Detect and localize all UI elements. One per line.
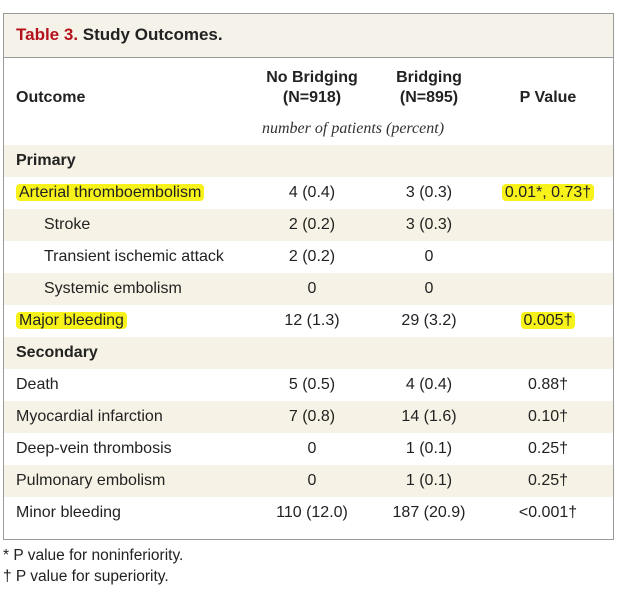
bridging-value: 4 (0.4) — [405, 376, 453, 393]
no-bridging-value: 4 (0.4) — [288, 184, 336, 201]
row-label: Minor bleeding — [16, 504, 121, 521]
column-header-bridging-name: Bridging — [396, 69, 462, 86]
column-header-outcome: Outcome — [16, 89, 86, 106]
row-label: Death — [16, 376, 59, 393]
highlighted-label: Arterial thromboembolism — [16, 184, 205, 201]
p-value: <0.001† — [518, 504, 578, 521]
no-bridging-value: 110 (12.0) — [276, 504, 348, 521]
table-row-section-primary: Primary — [4, 145, 613, 177]
column-header-bridging: Bridging (N=895) — [369, 68, 489, 108]
units-caption: number of patients (percent) — [262, 120, 445, 137]
table-row: Stroke 2 (0.2) 3 (0.3) — [4, 209, 613, 241]
row-label: Pulmonary embolism — [16, 472, 166, 489]
column-header-p-value: P Value — [519, 89, 577, 106]
row-label: Deep-vein thrombosis — [16, 440, 172, 457]
bridging-value: 1 (0.1) — [405, 472, 453, 489]
table-row: Pulmonary embolism 0 1 (0.1) 0.25† — [4, 465, 613, 497]
highlighted-p-value: 0.005† — [520, 312, 576, 329]
no-bridging-value: 5 (0.5) — [288, 376, 336, 393]
highlighted-p-value: 0.01*, 0.73† — [501, 184, 595, 201]
row-label: Systemic embolism — [44, 280, 182, 297]
bridging-value: 3 (0.3) — [405, 184, 453, 201]
bridging-value: 1 (0.1) — [405, 440, 453, 457]
column-header-no-bridging: No Bridging (N=918) — [252, 68, 372, 108]
p-value: 0.25† — [527, 472, 569, 489]
bridging-value: 3 (0.3) — [405, 216, 453, 233]
table-row: Arterial thromboembolism 4 (0.4) 3 (0.3)… — [4, 177, 613, 209]
p-value: 0.25† — [527, 440, 569, 457]
table-title-text: Study Outcomes. — [82, 25, 223, 44]
highlighted-label: Major bleeding — [16, 312, 127, 329]
row-label: Myocardial infarction — [16, 408, 163, 425]
no-bridging-value: 2 (0.2) — [288, 216, 336, 233]
table-title: Table 3. Study Outcomes. — [16, 25, 223, 45]
bridging-value: 0 — [424, 280, 434, 297]
column-header-no-bridging-n: (N=918) — [282, 89, 342, 106]
bridging-value: 14 (1.6) — [401, 408, 457, 425]
row-label: Transient ischemic attack — [44, 248, 224, 265]
bridging-value: 187 (20.9) — [392, 504, 466, 521]
bridging-value: 0 — [424, 248, 434, 265]
table-row: Transient ischemic attack 2 (0.2) 0 — [4, 241, 613, 273]
table-row: Minor bleeding 110 (12.0) 187 (20.9) <0.… — [4, 497, 613, 529]
no-bridging-value: 12 (1.3) — [284, 312, 340, 329]
study-outcomes-table: Table 3. Study Outcomes. Outcome No Brid… — [3, 13, 614, 540]
footnotes: * P value for noninferiority. † P value … — [3, 545, 183, 587]
no-bridging-value: 0 — [307, 280, 317, 297]
p-value: 0.10† — [527, 408, 569, 425]
table-row: Myocardial infarction 7 (0.8) 14 (1.6) 0… — [4, 401, 613, 433]
row-label: Secondary — [16, 344, 98, 361]
no-bridging-value: 0 — [307, 440, 317, 457]
no-bridging-value: 7 (0.8) — [288, 408, 336, 425]
column-header-no-bridging-name: No Bridging — [266, 69, 358, 86]
table-title-number: Table 3. — [16, 25, 79, 44]
row-label: Arterial thromboembolism — [16, 183, 205, 203]
row-label: Major bleeding — [16, 311, 127, 331]
footnote-noninferiority: * P value for noninferiority. — [3, 547, 184, 564]
no-bridging-value: 2 (0.2) — [288, 248, 336, 265]
table-row-section-secondary: Secondary — [4, 337, 613, 369]
p-value: 0.005† — [488, 311, 608, 331]
p-value: 0.88† — [527, 376, 569, 393]
no-bridging-value: 0 — [307, 472, 317, 489]
row-label: Stroke — [44, 216, 91, 233]
table-row: Systemic embolism 0 0 — [4, 273, 613, 305]
table-row: Death 5 (0.5) 4 (0.4) 0.88† — [4, 369, 613, 401]
footnote-superiority: † P value for superiority. — [3, 568, 169, 585]
table-title-bar: Table 3. Study Outcomes. — [4, 14, 613, 58]
column-header-bridging-n: (N=895) — [399, 89, 459, 106]
table-row: Major bleeding 12 (1.3) 29 (3.2) 0.005† — [4, 305, 613, 337]
p-value: 0.01*, 0.73† — [488, 183, 608, 203]
row-label: Primary — [16, 152, 76, 169]
bridging-value: 29 (3.2) — [401, 312, 457, 329]
table-row: Deep-vein thrombosis 0 1 (0.1) 0.25† — [4, 433, 613, 465]
